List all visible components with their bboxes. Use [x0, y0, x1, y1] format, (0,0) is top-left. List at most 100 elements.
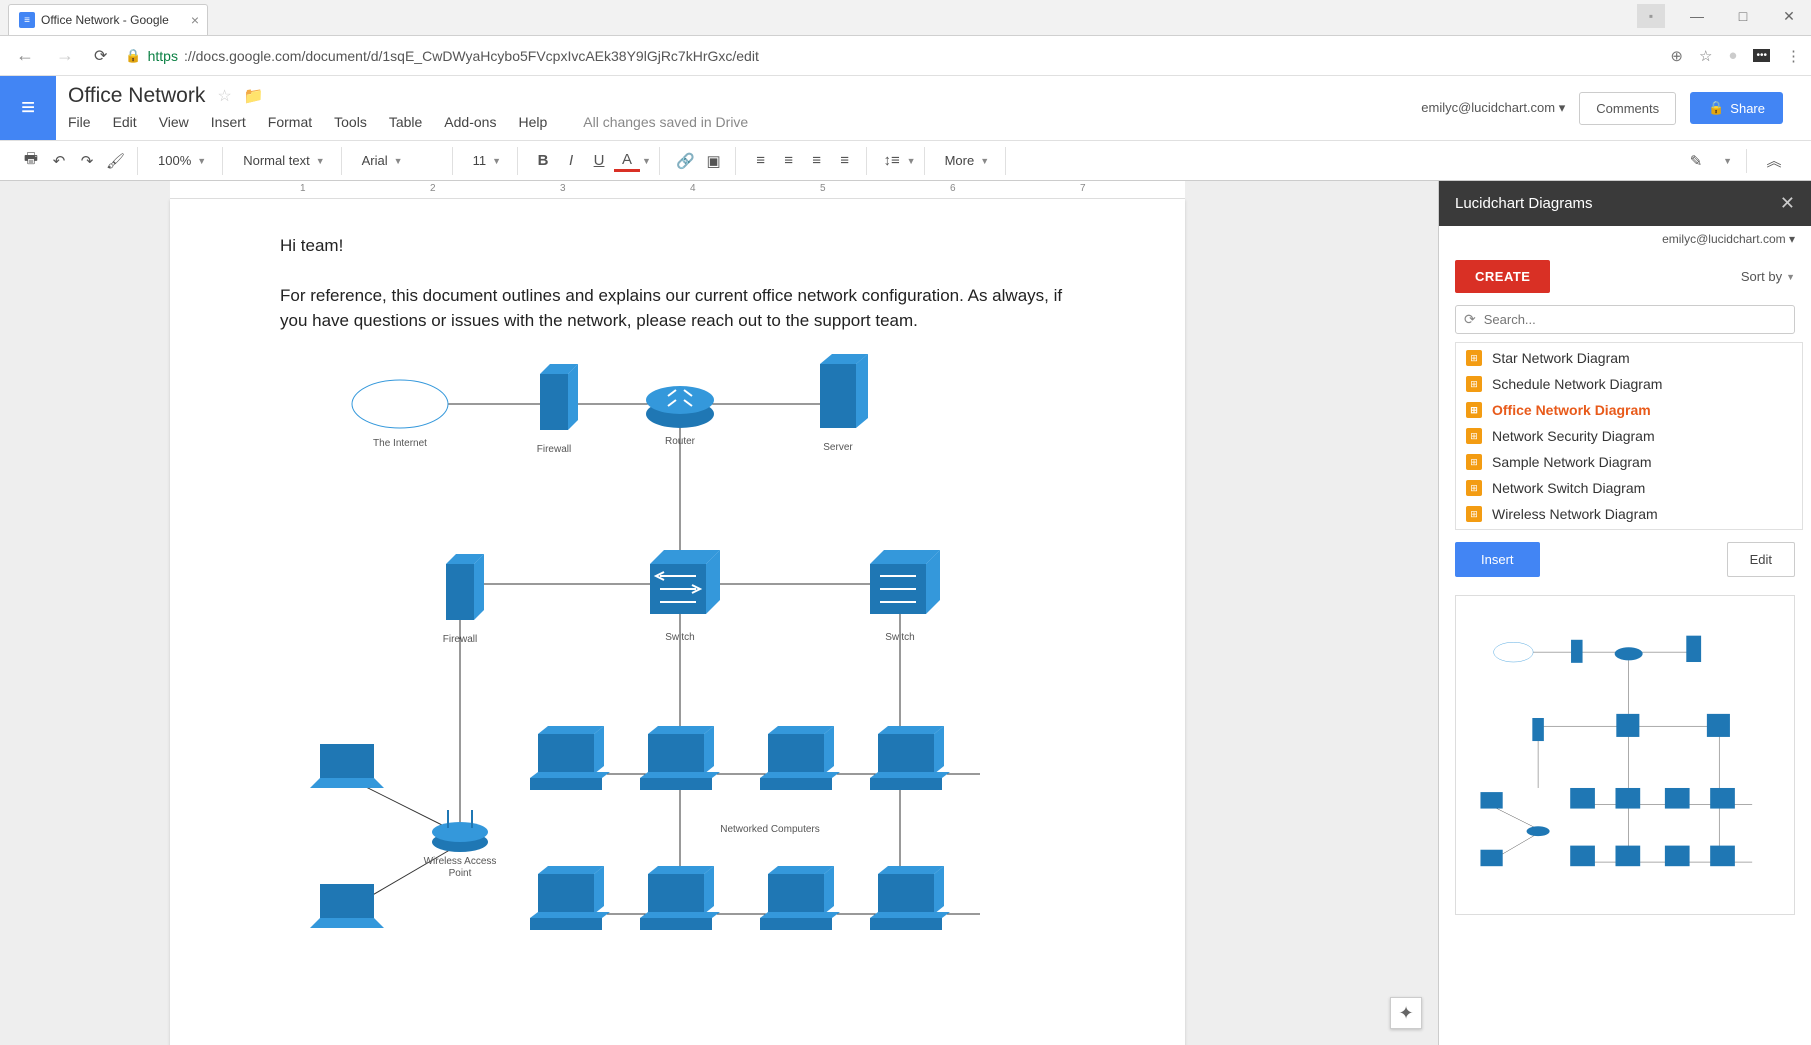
- sort-by-dropdown[interactable]: Sort by ▼: [1741, 269, 1795, 284]
- sidebar-title: Lucidchart Diagrams: [1455, 195, 1593, 212]
- line-spacing-caret[interactable]: ▼: [907, 156, 916, 166]
- extension-dot-icon[interactable]: ●: [1728, 47, 1737, 64]
- docs-logo[interactable]: ≡: [0, 76, 56, 140]
- menu-tools[interactable]: Tools: [334, 114, 367, 130]
- diagram-icon: ⊞: [1466, 506, 1482, 522]
- chrome-account-icon[interactable]: ▪: [1637, 4, 1665, 28]
- maximize-button[interactable]: □: [1729, 4, 1757, 28]
- chrome-menu-icon[interactable]: ⋮: [1786, 47, 1801, 65]
- zoom-select[interactable]: 100%▼: [150, 153, 214, 168]
- network-diagram[interactable]: The Internet Firewall Router: [280, 354, 1075, 957]
- sidebar-header: Lucidchart Diagrams ✕: [1439, 181, 1811, 226]
- undo-icon[interactable]: ↶: [46, 148, 72, 174]
- workspace: 1 2 3 4 5 6 7 Hi team! For reference, th…: [0, 181, 1811, 1045]
- laptop-2: [310, 884, 384, 928]
- star-icon[interactable]: ☆: [1699, 47, 1712, 65]
- menu-edit[interactable]: Edit: [113, 114, 137, 130]
- browser-tab-bar: ≡ Office Network - Google × ▪ — □ ✕: [0, 0, 1811, 36]
- share-label: Share: [1730, 101, 1765, 116]
- list-item[interactable]: ⊞Wireless Network Diagram: [1456, 501, 1802, 527]
- diagram-list[interactable]: ⊞Star Network Diagram ⊞Schedule Network …: [1455, 342, 1803, 530]
- tab-title: Office Network - Google: [41, 13, 169, 27]
- comment-icon[interactable]: ▣: [701, 148, 727, 174]
- text-color-caret[interactable]: ▼: [642, 156, 651, 166]
- list-item[interactable]: ⊞Star Network Diagram: [1456, 345, 1802, 371]
- document-title[interactable]: Office Network: [68, 84, 205, 108]
- list-item[interactable]: ⊞Network Security Diagram: [1456, 423, 1802, 449]
- close-window-button[interactable]: ✕: [1775, 4, 1803, 28]
- document-canvas[interactable]: 1 2 3 4 5 6 7 Hi team! For reference, th…: [0, 181, 1438, 1045]
- formatting-toolbar: 🖶 ↶ ↷ 🖌 100%▼ Normal text▼ Arial▼ 11▼ B …: [0, 141, 1811, 181]
- docs-favicon: ≡: [19, 12, 35, 28]
- search-input[interactable]: [1484, 312, 1786, 327]
- close-tab-icon[interactable]: ×: [191, 12, 199, 28]
- edit-button[interactable]: Edit: [1727, 542, 1795, 577]
- list-item[interactable]: ⊞Schedule Network Diagram: [1456, 371, 1802, 397]
- explore-button[interactable]: ✦: [1390, 997, 1422, 1029]
- create-button[interactable]: CREATE: [1455, 260, 1550, 293]
- menu-file[interactable]: File: [68, 114, 91, 130]
- forward-button[interactable]: →: [50, 45, 80, 66]
- diagram-icon: ⊞: [1466, 454, 1482, 470]
- line-spacing-icon[interactable]: ↕≡: [879, 148, 905, 174]
- italic-icon[interactable]: I: [558, 148, 584, 174]
- diagram-icon: ⊞: [1466, 402, 1482, 418]
- link-icon[interactable]: 🔗: [672, 148, 699, 174]
- svg-text:Networked Computers: Networked Computers: [720, 824, 819, 835]
- diagram-preview[interactable]: [1455, 595, 1795, 915]
- list-item[interactable]: ⊞Sample Network Diagram: [1456, 449, 1802, 475]
- text-color-icon[interactable]: A: [614, 150, 640, 172]
- back-button[interactable]: ←: [10, 45, 40, 66]
- diagram-icon: ⊞: [1466, 428, 1482, 444]
- svg-text:Switch: Switch: [665, 632, 694, 643]
- extension-square-icon[interactable]: •••: [1753, 49, 1770, 62]
- star-document-icon[interactable]: ☆: [217, 86, 231, 106]
- reload-button[interactable]: ⟳: [90, 46, 111, 66]
- menu-format[interactable]: Format: [268, 114, 312, 130]
- insert-button[interactable]: Insert: [1455, 542, 1540, 577]
- browser-tab[interactable]: ≡ Office Network - Google ×: [8, 4, 208, 35]
- move-folder-icon[interactable]: 📁: [244, 86, 264, 106]
- svg-text:Firewall: Firewall: [537, 444, 571, 455]
- sidebar-search[interactable]: ⟳: [1455, 305, 1795, 334]
- align-justify-icon[interactable]: ≡: [832, 148, 858, 174]
- refresh-icon[interactable]: ⟳: [1464, 311, 1476, 328]
- diagram-icon: ⊞: [1466, 376, 1482, 392]
- list-item-active[interactable]: ⊞Office Network Diagram: [1456, 397, 1802, 423]
- save-status: All changes saved in Drive: [583, 114, 748, 130]
- share-button[interactable]: 🔒 Share: [1690, 92, 1783, 124]
- menu-insert[interactable]: Insert: [211, 114, 246, 130]
- editing-mode-icon[interactable]: ✎: [1683, 148, 1709, 174]
- collapse-toolbar-icon[interactable]: ︽: [1761, 148, 1787, 174]
- font-select[interactable]: Arial▼: [354, 153, 444, 168]
- list-item[interactable]: ⊞Network Switch Diagram: [1456, 475, 1802, 501]
- align-left-icon[interactable]: ≡: [748, 148, 774, 174]
- menu-help[interactable]: Help: [518, 114, 547, 130]
- bold-icon[interactable]: B: [530, 148, 556, 174]
- print-icon[interactable]: 🖶: [18, 148, 44, 174]
- underline-icon[interactable]: U: [586, 148, 612, 174]
- user-email[interactable]: emilyc@lucidchart.com ▾: [1421, 100, 1565, 116]
- menu-addons[interactable]: Add-ons: [444, 114, 496, 130]
- lock-icon: 🔒: [125, 48, 141, 64]
- url-input[interactable]: 🔒 https://docs.google.com/document/d/1sq…: [121, 48, 1660, 64]
- more-toolbar[interactable]: More▼: [937, 153, 998, 168]
- svg-text:Router: Router: [665, 436, 696, 447]
- zoom-icon[interactable]: ⊕: [1670, 47, 1683, 65]
- align-center-icon[interactable]: ≡: [776, 148, 802, 174]
- menu-view[interactable]: View: [159, 114, 189, 130]
- comments-button[interactable]: Comments: [1579, 92, 1676, 125]
- close-sidebar-icon[interactable]: ✕: [1780, 193, 1795, 214]
- align-right-icon[interactable]: ≡: [804, 148, 830, 174]
- redo-icon[interactable]: ↷: [74, 148, 100, 174]
- menu-table[interactable]: Table: [389, 114, 422, 130]
- window-controls: ▪ — □ ✕: [1637, 4, 1803, 28]
- paragraph-style-select[interactable]: Normal text▼: [235, 153, 332, 168]
- minimize-button[interactable]: —: [1683, 4, 1711, 28]
- docs-header: ≡ Office Network ☆ 📁 File Edit View Inse…: [0, 76, 1811, 141]
- svg-text:Firewall: Firewall: [443, 634, 477, 645]
- paint-format-icon[interactable]: 🖌: [102, 148, 129, 174]
- font-size-select[interactable]: 11▼: [465, 153, 509, 168]
- laptop-1: [310, 744, 384, 788]
- sidebar-user[interactable]: emilyc@lucidchart.com ▾: [1439, 226, 1811, 252]
